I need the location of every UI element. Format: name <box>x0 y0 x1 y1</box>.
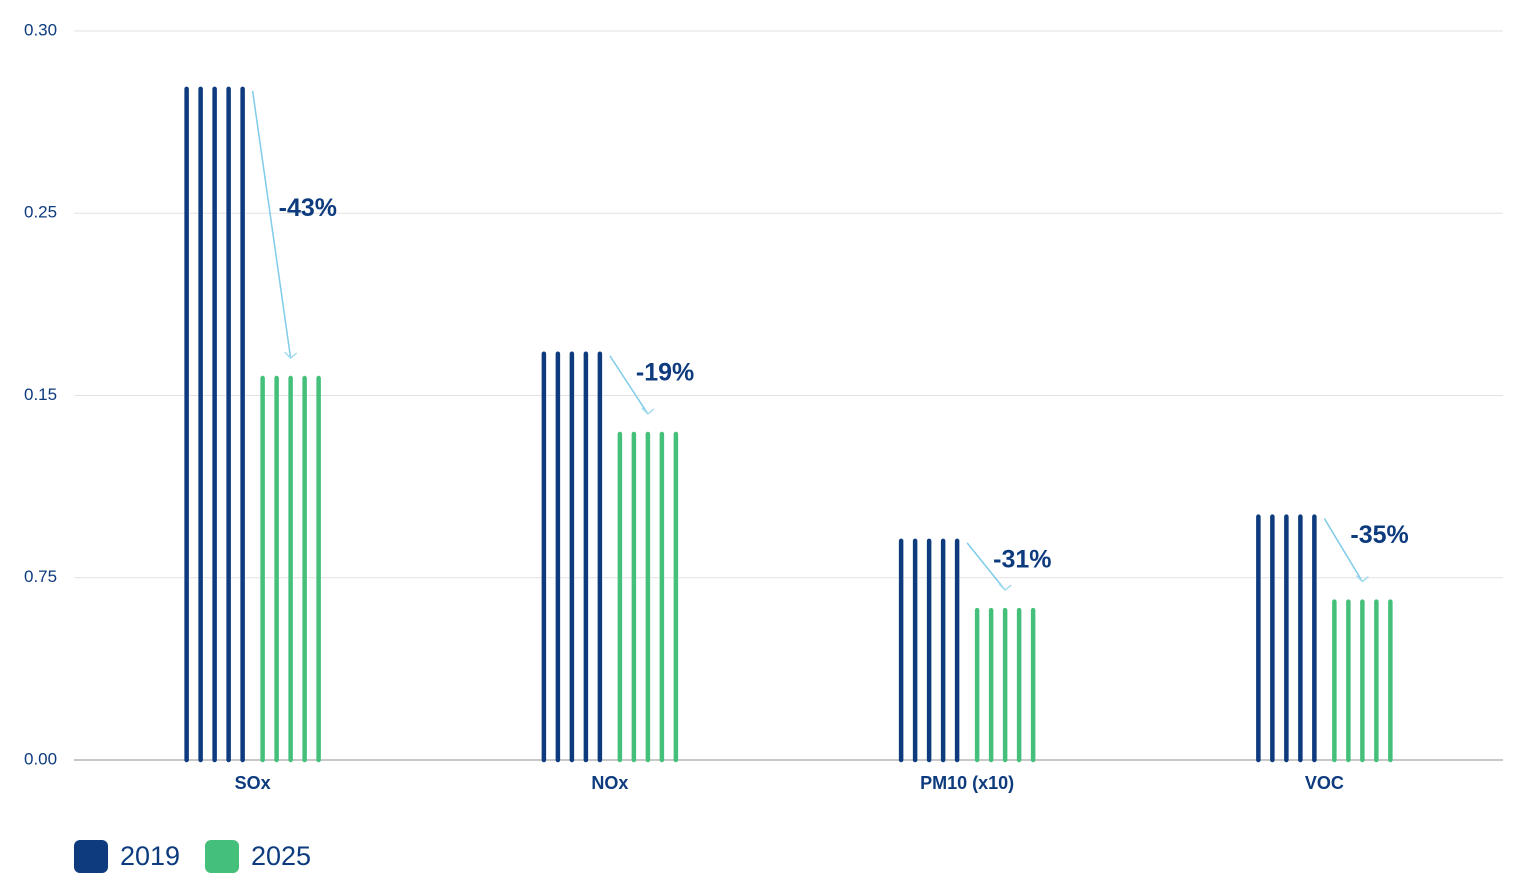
bar <box>260 375 321 763</box>
y-tick-label: 0.30 <box>24 20 57 39</box>
arrow-head <box>1355 575 1369 583</box>
bar <box>1256 514 1317 763</box>
y-tick-label: 0.75 <box>24 567 57 586</box>
y-tick-label: 0.25 <box>24 203 57 222</box>
bar <box>898 538 960 763</box>
arrow-line <box>609 355 649 415</box>
bar <box>1332 599 1393 763</box>
bar <box>617 431 679 763</box>
y-tick-label: 0.15 <box>24 385 57 404</box>
legend-label: 2019 <box>120 841 180 871</box>
x-tick-label: NOx <box>591 773 628 793</box>
legend-swatch <box>74 840 108 873</box>
annotation: -19% <box>636 358 694 386</box>
bar <box>541 351 603 763</box>
legend-label: 2025 <box>251 841 311 871</box>
y-tick-label: 0.00 <box>24 749 57 768</box>
annotation: -43% <box>279 194 337 222</box>
annotation: -35% <box>1350 521 1408 549</box>
x-tick-label: PM10 (x10) <box>920 773 1014 793</box>
legend-swatch <box>205 840 239 873</box>
arrow-head <box>284 351 298 360</box>
arrow-head <box>998 583 1012 592</box>
x-tick-label: SOx <box>235 773 271 793</box>
arrow-line <box>1323 518 1364 583</box>
annotation: -31% <box>993 545 1051 573</box>
bar <box>184 86 245 763</box>
x-tick-label: VOC <box>1305 773 1344 793</box>
arrow-head <box>641 407 655 415</box>
arrow-line <box>251 90 292 359</box>
bar <box>974 607 1036 763</box>
arrow-line <box>966 542 1006 591</box>
